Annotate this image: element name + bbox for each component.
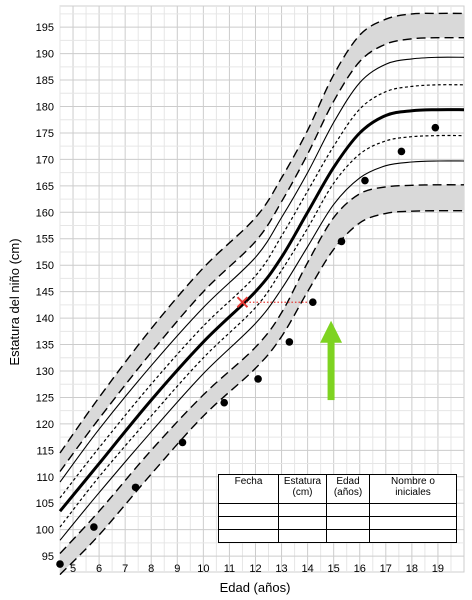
table-cell[interactable] bbox=[326, 529, 370, 543]
data-point bbox=[90, 523, 98, 531]
y-tick-label: 155 bbox=[36, 234, 54, 246]
table-row bbox=[218, 516, 457, 530]
y-tick-label: 95 bbox=[42, 551, 54, 563]
x-axis-title: Edad (años) bbox=[220, 580, 291, 595]
table-cell[interactable] bbox=[369, 516, 457, 530]
y-tick-label: 100 bbox=[36, 525, 54, 537]
y-tick-label: 115 bbox=[36, 445, 54, 457]
x-tick-label: 7 bbox=[122, 563, 128, 575]
y-tick-label: 150 bbox=[36, 260, 54, 272]
y-tick-label: 140 bbox=[36, 313, 54, 325]
data-points bbox=[56, 123, 440, 568]
table-cell[interactable] bbox=[218, 529, 279, 543]
percentile-curve-dotted bbox=[59, 134, 465, 528]
annotations bbox=[236, 296, 343, 401]
table-cell[interactable] bbox=[369, 529, 457, 543]
y-tick-label: 180 bbox=[36, 102, 54, 114]
table-cell[interactable] bbox=[218, 516, 279, 530]
y-tick-label: 125 bbox=[36, 392, 54, 404]
table-row bbox=[218, 503, 457, 517]
table-cell[interactable] bbox=[218, 503, 279, 517]
y-tick-label: 105 bbox=[36, 498, 54, 510]
percentile-curve-dashed bbox=[59, 209, 465, 576]
y-axis-title: Estatura del niño (cm) bbox=[7, 238, 22, 365]
y-tick-label: 120 bbox=[36, 419, 54, 431]
x-tick-label: 11 bbox=[224, 563, 235, 575]
y-tick-label: 145 bbox=[36, 287, 54, 299]
data-point bbox=[56, 560, 64, 568]
y-tick-label: 160 bbox=[36, 207, 54, 219]
percentile-curves bbox=[58, 12, 465, 576]
x-tick-label: 5 bbox=[70, 563, 76, 575]
data-point bbox=[285, 338, 294, 346]
table-header-age: Edad (años) bbox=[326, 474, 370, 504]
y-tick-label: 165 bbox=[36, 181, 54, 193]
data-point bbox=[178, 438, 187, 447]
table-cell[interactable] bbox=[326, 503, 370, 517]
y-tick-label: 135 bbox=[36, 340, 54, 352]
percentile-curve-solid bbox=[59, 160, 465, 541]
data-point bbox=[131, 483, 140, 492]
table-header-date: Fecha bbox=[218, 474, 279, 504]
x-tick-label: 10 bbox=[197, 563, 209, 575]
percentile-curve-dotted bbox=[59, 84, 465, 499]
data-point bbox=[431, 123, 440, 132]
x-tick-label: 19 bbox=[432, 563, 444, 575]
x-tick-label: 9 bbox=[174, 563, 180, 575]
table-header-name: Nombre o iniciales bbox=[369, 474, 457, 504]
x-tick-label: 6 bbox=[96, 563, 102, 575]
y-tick-label: 110 bbox=[36, 472, 54, 484]
data-point bbox=[309, 298, 317, 307]
y-tick-label: 195 bbox=[36, 22, 54, 34]
x-tick-label: 15 bbox=[328, 563, 340, 575]
y-tick-label: 170 bbox=[36, 154, 54, 166]
table-cell[interactable] bbox=[278, 516, 327, 530]
table-row bbox=[218, 529, 457, 543]
y-tick-label: 190 bbox=[36, 49, 54, 61]
x-tick-label: 14 bbox=[301, 563, 313, 575]
data-point bbox=[220, 398, 229, 407]
table-cell[interactable] bbox=[278, 503, 327, 517]
data-point bbox=[397, 147, 406, 156]
record-table: Fecha Estatura (cm) Edad (años) Nombre o… bbox=[218, 474, 457, 543]
data-point bbox=[254, 375, 262, 383]
y-tick-label: 130 bbox=[36, 366, 54, 378]
percentile-curve-solid bbox=[59, 56, 465, 483]
x-tick-label: 18 bbox=[406, 563, 418, 575]
data-point bbox=[361, 176, 369, 185]
percentile-curve-bold bbox=[58, 108, 465, 513]
x-tick-label: 17 bbox=[380, 563, 392, 575]
x-tick-label: 12 bbox=[249, 563, 261, 575]
table-cell[interactable] bbox=[278, 529, 327, 543]
percentile-curve-dashed bbox=[59, 36, 465, 472]
y-tick-label: 175 bbox=[36, 128, 54, 140]
x-tick-label: 16 bbox=[354, 563, 366, 575]
red-x-marker bbox=[236, 296, 249, 308]
table-cell[interactable] bbox=[326, 516, 370, 530]
green-arrow-icon bbox=[320, 320, 343, 401]
y-tick-label: 185 bbox=[36, 75, 54, 87]
tick-labels: 5 6 7 8 9 10 11 12 13 14 15 16 17 18 19 95 100 105 110 115 1… bbox=[36, 22, 444, 575]
x-tick-label: 13 bbox=[275, 563, 287, 575]
percentile-curve-dashed bbox=[59, 184, 465, 554]
x-tick-label: 8 bbox=[148, 563, 154, 575]
table-cell[interactable] bbox=[369, 503, 457, 517]
data-point bbox=[337, 237, 346, 246]
percentile-curve-dashed bbox=[59, 12, 465, 454]
table-header-height: Estatura (cm) bbox=[278, 474, 327, 504]
